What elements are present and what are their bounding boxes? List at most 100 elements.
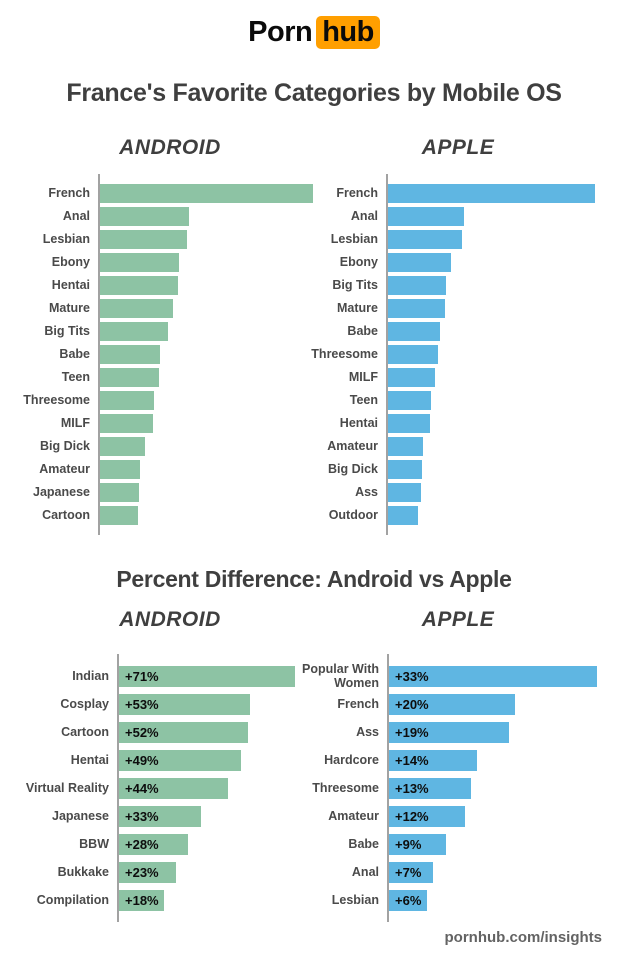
android-top-header: ANDROID [119,136,221,159]
category-label: Teen [349,393,378,408]
bar [100,184,313,203]
bar: +49% [119,749,241,771]
bar-track [98,481,320,504]
bar-row: Cosplay +53% [8,690,308,718]
category-label: Hentai [70,752,109,767]
category-label: Cartoon [61,724,109,739]
apple-bottom-header: APPLE [421,608,495,631]
bar-track: +28% [117,830,308,858]
bar-track [386,320,610,343]
bar [100,207,189,226]
bar-track [98,205,320,228]
bar [100,506,138,525]
bar-track: +33% [117,802,308,830]
bar-track [386,182,610,205]
category-label: Mature [337,301,378,316]
value-label: +7% [395,864,422,880]
bar [388,299,445,318]
bar-track [98,435,320,458]
category-label: Japanese [52,808,109,823]
bar-track [386,274,610,297]
bar-row: BBW +28% [8,830,308,858]
android-percent-diff-chart: Indian +71% Cosplay +53% Cartoon +52% Hentai +4… [8,654,308,922]
category-label: Lesbian [42,232,90,247]
bar [100,391,154,410]
value-label: +9% [395,836,422,852]
bar-track: +52% [117,718,308,746]
bar-track: +9% [387,830,614,858]
bar-row: Ass +19% [298,718,614,746]
bar [388,460,422,479]
bar-track [386,481,610,504]
android-bottom-header: ANDROID [119,608,221,631]
category-label: Threesome [23,393,90,408]
value-label: +44% [125,780,159,796]
bar-row: French +20% [298,690,614,718]
bar [388,368,435,387]
bar [388,506,418,525]
bar-track [98,297,320,320]
axis-line [387,654,389,922]
bar-row: Bukkake +23% [8,858,308,886]
category-label: Big Dick [327,462,378,477]
bar [388,414,430,433]
bar [100,322,168,341]
category-label: Mature [49,301,90,316]
bar-row: Outdoor [298,504,610,527]
category-label: Ass [355,485,378,500]
bar-row: Threesome [298,343,610,366]
category-label: Compilation [36,892,109,907]
bar [100,437,145,456]
category-label: Hentai [339,416,378,431]
value-label: +28% [125,836,159,852]
value-label: +18% [125,892,159,908]
insights-url: pornhub.com/insights [444,929,603,946]
value-label: +20% [395,696,429,712]
bar [388,276,446,295]
category-label: French [48,186,90,201]
category-label: Lesbian [330,232,378,247]
bar-row: French [8,182,320,205]
bar: +18% [119,889,164,911]
category-label: Babe [59,347,90,362]
bar [100,253,179,272]
bar-track [98,182,320,205]
bar [388,230,462,249]
bar [388,345,438,364]
bar-row: Teen [8,366,320,389]
bar-row: Indian +71% [8,662,308,690]
category-label: Outdoor [328,508,378,523]
bar: +33% [119,805,201,827]
bar-row: Hentai [298,412,610,435]
bar [100,276,178,295]
bar: +71% [119,665,296,687]
bar-row: Lesbian [8,228,320,251]
value-label: +52% [125,724,159,740]
bar-track [386,458,610,481]
bar [388,483,421,502]
bar-row: Babe [298,320,610,343]
bar-row: Hentai +49% [8,746,308,774]
bar-row: Anal +7% [298,858,614,886]
bar-track: +49% [117,746,308,774]
bar-row: Cartoon +52% [8,718,308,746]
apple-categories-chart: French Anal Lesbian Ebony Big Tits Mature Babe… [298,174,610,535]
bar-row: Ebony [8,251,320,274]
category-label: Anal [351,864,379,879]
bar [100,368,159,387]
bar-row: Japanese [8,481,320,504]
category-label: French [336,186,378,201]
bar-track [386,251,610,274]
bar: +53% [119,693,251,715]
bar-row: Babe +9% [298,830,614,858]
bar-row: Threesome +13% [298,774,614,802]
bar-track: +6% [387,886,614,914]
category-label: Babe [347,324,378,339]
bar-track [386,343,610,366]
bar: +52% [119,721,248,743]
bar-row: Mature [8,297,320,320]
bar-track: +44% [117,774,308,802]
category-label: Anal [350,209,378,224]
bar-track [98,343,320,366]
